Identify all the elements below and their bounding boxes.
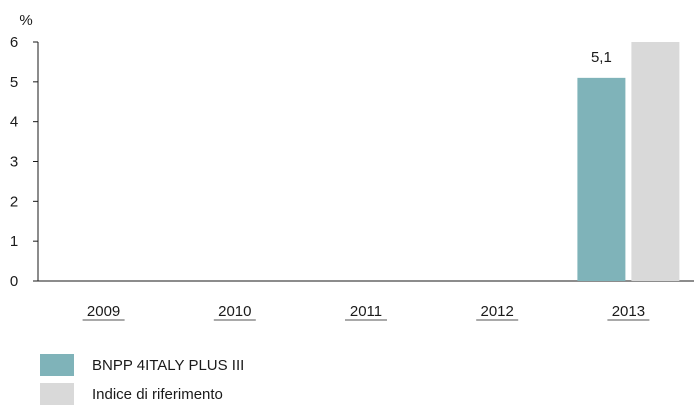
- x-tick-label: 2011: [350, 303, 382, 320]
- bar: [631, 42, 680, 281]
- y-tick-label: 6: [10, 34, 18, 51]
- y-tick-label: 5: [10, 74, 18, 91]
- y-tick-label: 4: [10, 114, 18, 131]
- bar: [577, 77, 626, 281]
- legend: BNPP 4ITALY PLUS III Indice di riferimen…: [40, 354, 244, 412]
- bar-data-label: 5,1: [591, 49, 612, 66]
- y-tick-label: 2: [10, 193, 18, 210]
- legend-item-fund: BNPP 4ITALY PLUS III: [40, 354, 244, 376]
- x-tick-label: 2009: [87, 303, 120, 320]
- y-tick-label: 3: [10, 154, 18, 171]
- legend-label-fund: BNPP 4ITALY PLUS III: [92, 356, 245, 374]
- legend-swatch-fund: [40, 354, 74, 376]
- x-tick-label: 2010: [218, 303, 251, 320]
- y-tick-label: 1: [10, 233, 18, 250]
- x-tick-label: 2012: [481, 303, 514, 320]
- legend-swatch-benchmark: [40, 383, 74, 405]
- x-tick-label: 2013: [612, 303, 645, 320]
- legend-label-benchmark: Indice di riferimento: [92, 385, 223, 403]
- y-axis-unit-label: %: [19, 12, 32, 29]
- y-tick-label: 0: [10, 273, 18, 290]
- legend-item-benchmark: Indice di riferimento: [40, 383, 244, 405]
